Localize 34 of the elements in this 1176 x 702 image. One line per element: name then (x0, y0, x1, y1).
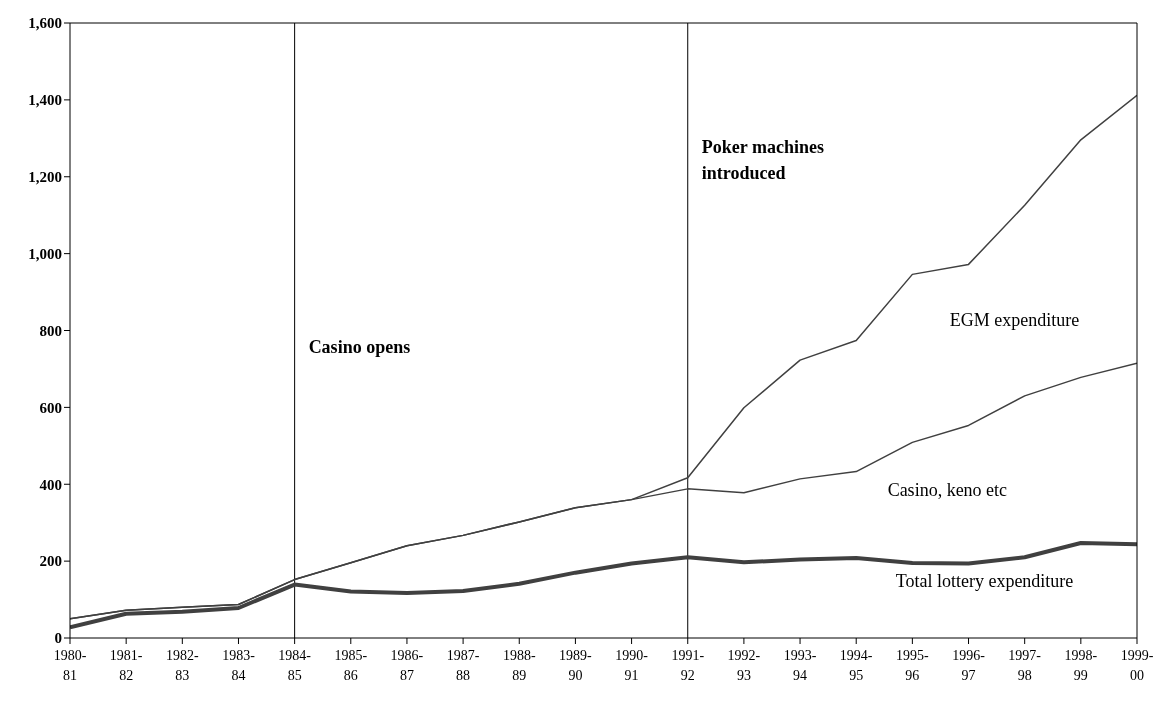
y-tick-label: 600 (39, 399, 62, 416)
x-tick-label: 1992-93 (727, 648, 761, 683)
x-tick-label: 1991-92 (671, 648, 705, 683)
x-tick-label: 1989-90 (559, 648, 593, 683)
x-tick-label: 1993-94 (783, 648, 817, 683)
ref-line-label: Casino opens (308, 337, 411, 357)
x-tick-label: 1984-85 (278, 648, 312, 683)
x-tick-label: 1982-83 (165, 648, 199, 683)
y-tick-label: 1,000 (28, 245, 62, 262)
series-label: Casino, keno etc (887, 480, 1008, 501)
x-tick-label: 1997-98 (1008, 648, 1042, 683)
x-tick-label: 1981-82 (109, 648, 143, 683)
y-tick-label: 200 (39, 553, 62, 570)
y-tick-label: 1,600 (28, 15, 62, 32)
x-tick-label: 1998-99 (1064, 648, 1098, 683)
x-tick-label: 1980-81 (53, 648, 87, 683)
text: EGM expenditure (949, 310, 1080, 331)
y-tick-label: 1,200 (28, 169, 62, 186)
y-tick-label: 400 (39, 476, 62, 493)
x-tick-label: 1999-00 (1120, 648, 1154, 683)
y-tick-label: 0 (54, 630, 62, 647)
x-tick-label: 1990-91 (615, 648, 649, 683)
y-tick-label: 800 (39, 322, 62, 339)
series-label: Total lottery expenditure (895, 571, 1074, 592)
x-tick-label: 1988-89 (502, 648, 536, 683)
y-tick-label: 1,400 (28, 92, 62, 109)
x-tick-label: 1983-84 (222, 648, 256, 683)
x-tick-label: 1994-95 (839, 648, 873, 683)
x-tick-label: 1985-86 (334, 648, 368, 683)
ref-line-label: Poker machines introduced (701, 137, 824, 183)
x-tick-label: 1987-88 (446, 648, 480, 683)
x-tick-label: 1996-97 (952, 648, 986, 683)
x-tick-label: 1986-87 (390, 648, 424, 683)
x-tick-label: 1995-96 (896, 648, 930, 683)
